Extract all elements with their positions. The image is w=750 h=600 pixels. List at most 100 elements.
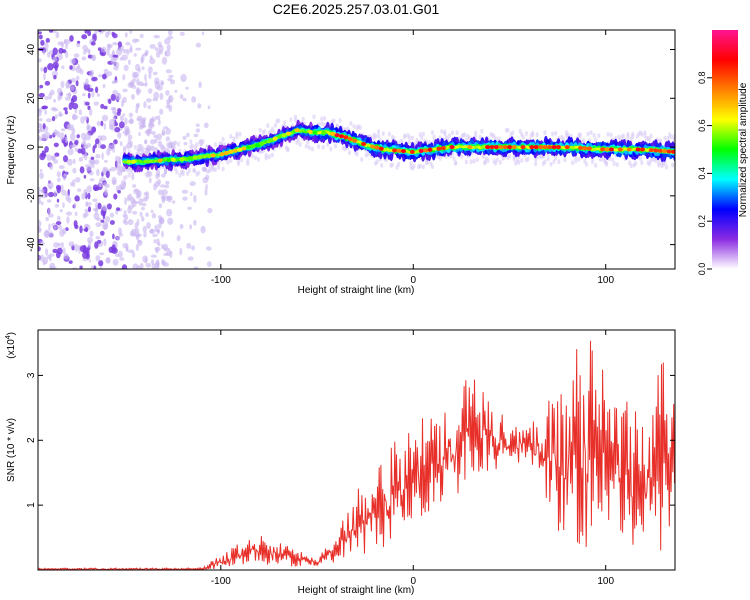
- halo-blob: [380, 163, 384, 168]
- noise-blob: [168, 95, 172, 103]
- noise-blob: [65, 51, 69, 59]
- snr-series-line: [38, 340, 675, 570]
- noise-blob: [79, 166, 85, 174]
- noise-blob: [127, 219, 134, 226]
- noise-blob: [103, 238, 107, 247]
- noise-blob: [164, 38, 171, 45]
- noise-blob: [122, 242, 128, 249]
- halo-blob: [634, 161, 638, 166]
- noise-blob: [78, 109, 83, 116]
- noise-blob: [52, 47, 58, 56]
- noise-blob: [105, 257, 111, 263]
- noise-blob: [104, 216, 111, 223]
- halo-blob: [464, 159, 468, 165]
- halo-blob: [524, 131, 529, 136]
- noise-blob: [57, 215, 61, 222]
- colorbar-tick-label: 0.4: [697, 167, 707, 180]
- noise-blob: [53, 75, 57, 80]
- noise-blob: [41, 105, 48, 110]
- halo-blob: [654, 158, 658, 164]
- noise-blob: [124, 117, 128, 125]
- halo-blob: [551, 131, 555, 137]
- noise-blob: [134, 188, 140, 193]
- noise-blob: [150, 209, 154, 213]
- noise-blob: [138, 131, 141, 137]
- halo-blob: [355, 151, 359, 157]
- halo-blob: [390, 162, 395, 168]
- noise-blob: [112, 258, 119, 266]
- noise-blob: [103, 123, 107, 130]
- noise-blob: [104, 159, 108, 163]
- noise-blob: [116, 160, 122, 168]
- halo-blob: [256, 157, 261, 162]
- noise-blob: [43, 72, 46, 81]
- noise-blob: [116, 207, 121, 211]
- noise-blob: [53, 242, 59, 248]
- noise-blob: [154, 115, 158, 121]
- noise-blob: [40, 201, 44, 206]
- halo-blob: [166, 142, 170, 148]
- ridge-peak: [489, 145, 495, 150]
- noise-blob: [57, 224, 63, 230]
- noise-blob: [143, 231, 147, 238]
- halo-blob: [606, 131, 610, 137]
- noise-blob: [51, 70, 59, 78]
- noise-blob: [145, 263, 152, 268]
- noise-blob: [38, 31, 42, 35]
- noise-blob: [56, 198, 60, 203]
- noise-blob: [114, 127, 121, 133]
- halo-blob: [672, 134, 675, 139]
- noise-blob: [154, 262, 159, 269]
- noise-blob: [45, 248, 49, 256]
- noise-blob: [161, 131, 166, 136]
- noise-blob: [56, 131, 61, 138]
- halo-blob: [253, 155, 258, 161]
- halo-blob: [323, 116, 327, 121]
- spectrogram-x-label: Height of straight line (km): [298, 285, 415, 296]
- noise-blob: [186, 242, 192, 249]
- noise-blob: [179, 94, 184, 100]
- noise-blob: [91, 90, 95, 98]
- ridge-peak: [192, 155, 198, 160]
- noise-blob: [43, 66, 48, 74]
- halo-blob: [172, 142, 176, 147]
- noise-blob: [100, 120, 104, 127]
- noise-blob: [122, 213, 126, 218]
- noise-blob: [64, 136, 68, 144]
- noise-blob: [72, 158, 76, 165]
- halo-blob: [571, 160, 575, 166]
- noise-blob: [119, 115, 125, 122]
- noise-blob: [117, 190, 121, 194]
- noise-blob: [92, 198, 98, 203]
- noise-blob: [80, 147, 86, 155]
- ridge-peak: [330, 131, 336, 136]
- noise-blob: [94, 30, 98, 35]
- ridge-peak: [436, 146, 442, 151]
- halo-blob: [366, 151, 370, 157]
- noise-blob: [154, 81, 161, 90]
- halo-blob: [494, 160, 498, 166]
- noise-blob: [117, 132, 122, 139]
- noise-blob: [179, 223, 184, 230]
- halo-blob: [481, 154, 485, 160]
- noise-blob: [40, 39, 45, 46]
- noise-blob: [179, 247, 183, 256]
- noise-blob: [207, 261, 212, 268]
- ridge-peak: [343, 135, 349, 140]
- ridge-peak: [321, 130, 327, 135]
- noise-blob: [93, 186, 100, 191]
- noise-blob: [161, 259, 165, 264]
- noise-blob: [112, 89, 118, 95]
- halo-blob: [326, 142, 330, 147]
- noise-blob: [180, 74, 187, 82]
- halo-blob: [666, 136, 670, 141]
- halo-blob: [229, 158, 233, 164]
- halo-blob: [310, 146, 314, 152]
- noise-blob: [131, 172, 135, 181]
- noise-blob: [186, 132, 190, 138]
- noise-blob: [87, 192, 91, 200]
- noise-blob: [112, 142, 115, 148]
- noise-blob: [165, 128, 171, 135]
- noise-blob: [85, 202, 92, 206]
- snr-multiplier-close: ): [6, 332, 17, 335]
